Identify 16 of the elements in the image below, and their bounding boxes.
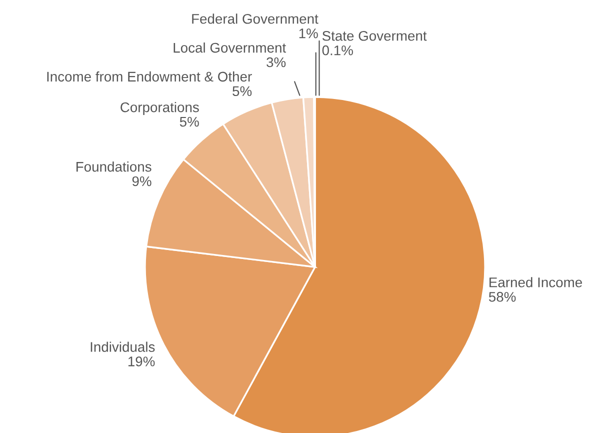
data-label: 58% [488, 292, 516, 302]
data-label: 3% [266, 57, 286, 68]
data-label: 5% [232, 86, 252, 96]
slice-label: Earned Income [490, 277, 582, 288]
slice-label: Federal Government [192, 14, 318, 24]
data-label: 1% [299, 28, 318, 38]
slice-label: Individuals [90, 342, 155, 352]
data-label: 9% [132, 176, 152, 186]
data-label: 5% [180, 116, 199, 127]
slice-label: State Goverment [322, 30, 427, 41]
data-label: 19% [128, 356, 155, 366]
slice-label: Corporations [120, 102, 199, 115]
data-label: 0.1% [322, 45, 353, 56]
slice-label: Income from Endowment & Other [47, 71, 252, 82]
slice-label: Local Government [174, 42, 286, 53]
slice-label: Foundations [76, 162, 152, 172]
